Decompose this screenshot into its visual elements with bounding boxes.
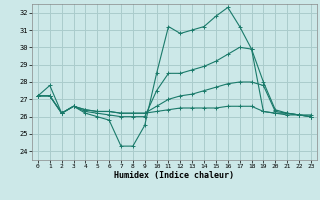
X-axis label: Humidex (Indice chaleur): Humidex (Indice chaleur) bbox=[115, 171, 234, 180]
